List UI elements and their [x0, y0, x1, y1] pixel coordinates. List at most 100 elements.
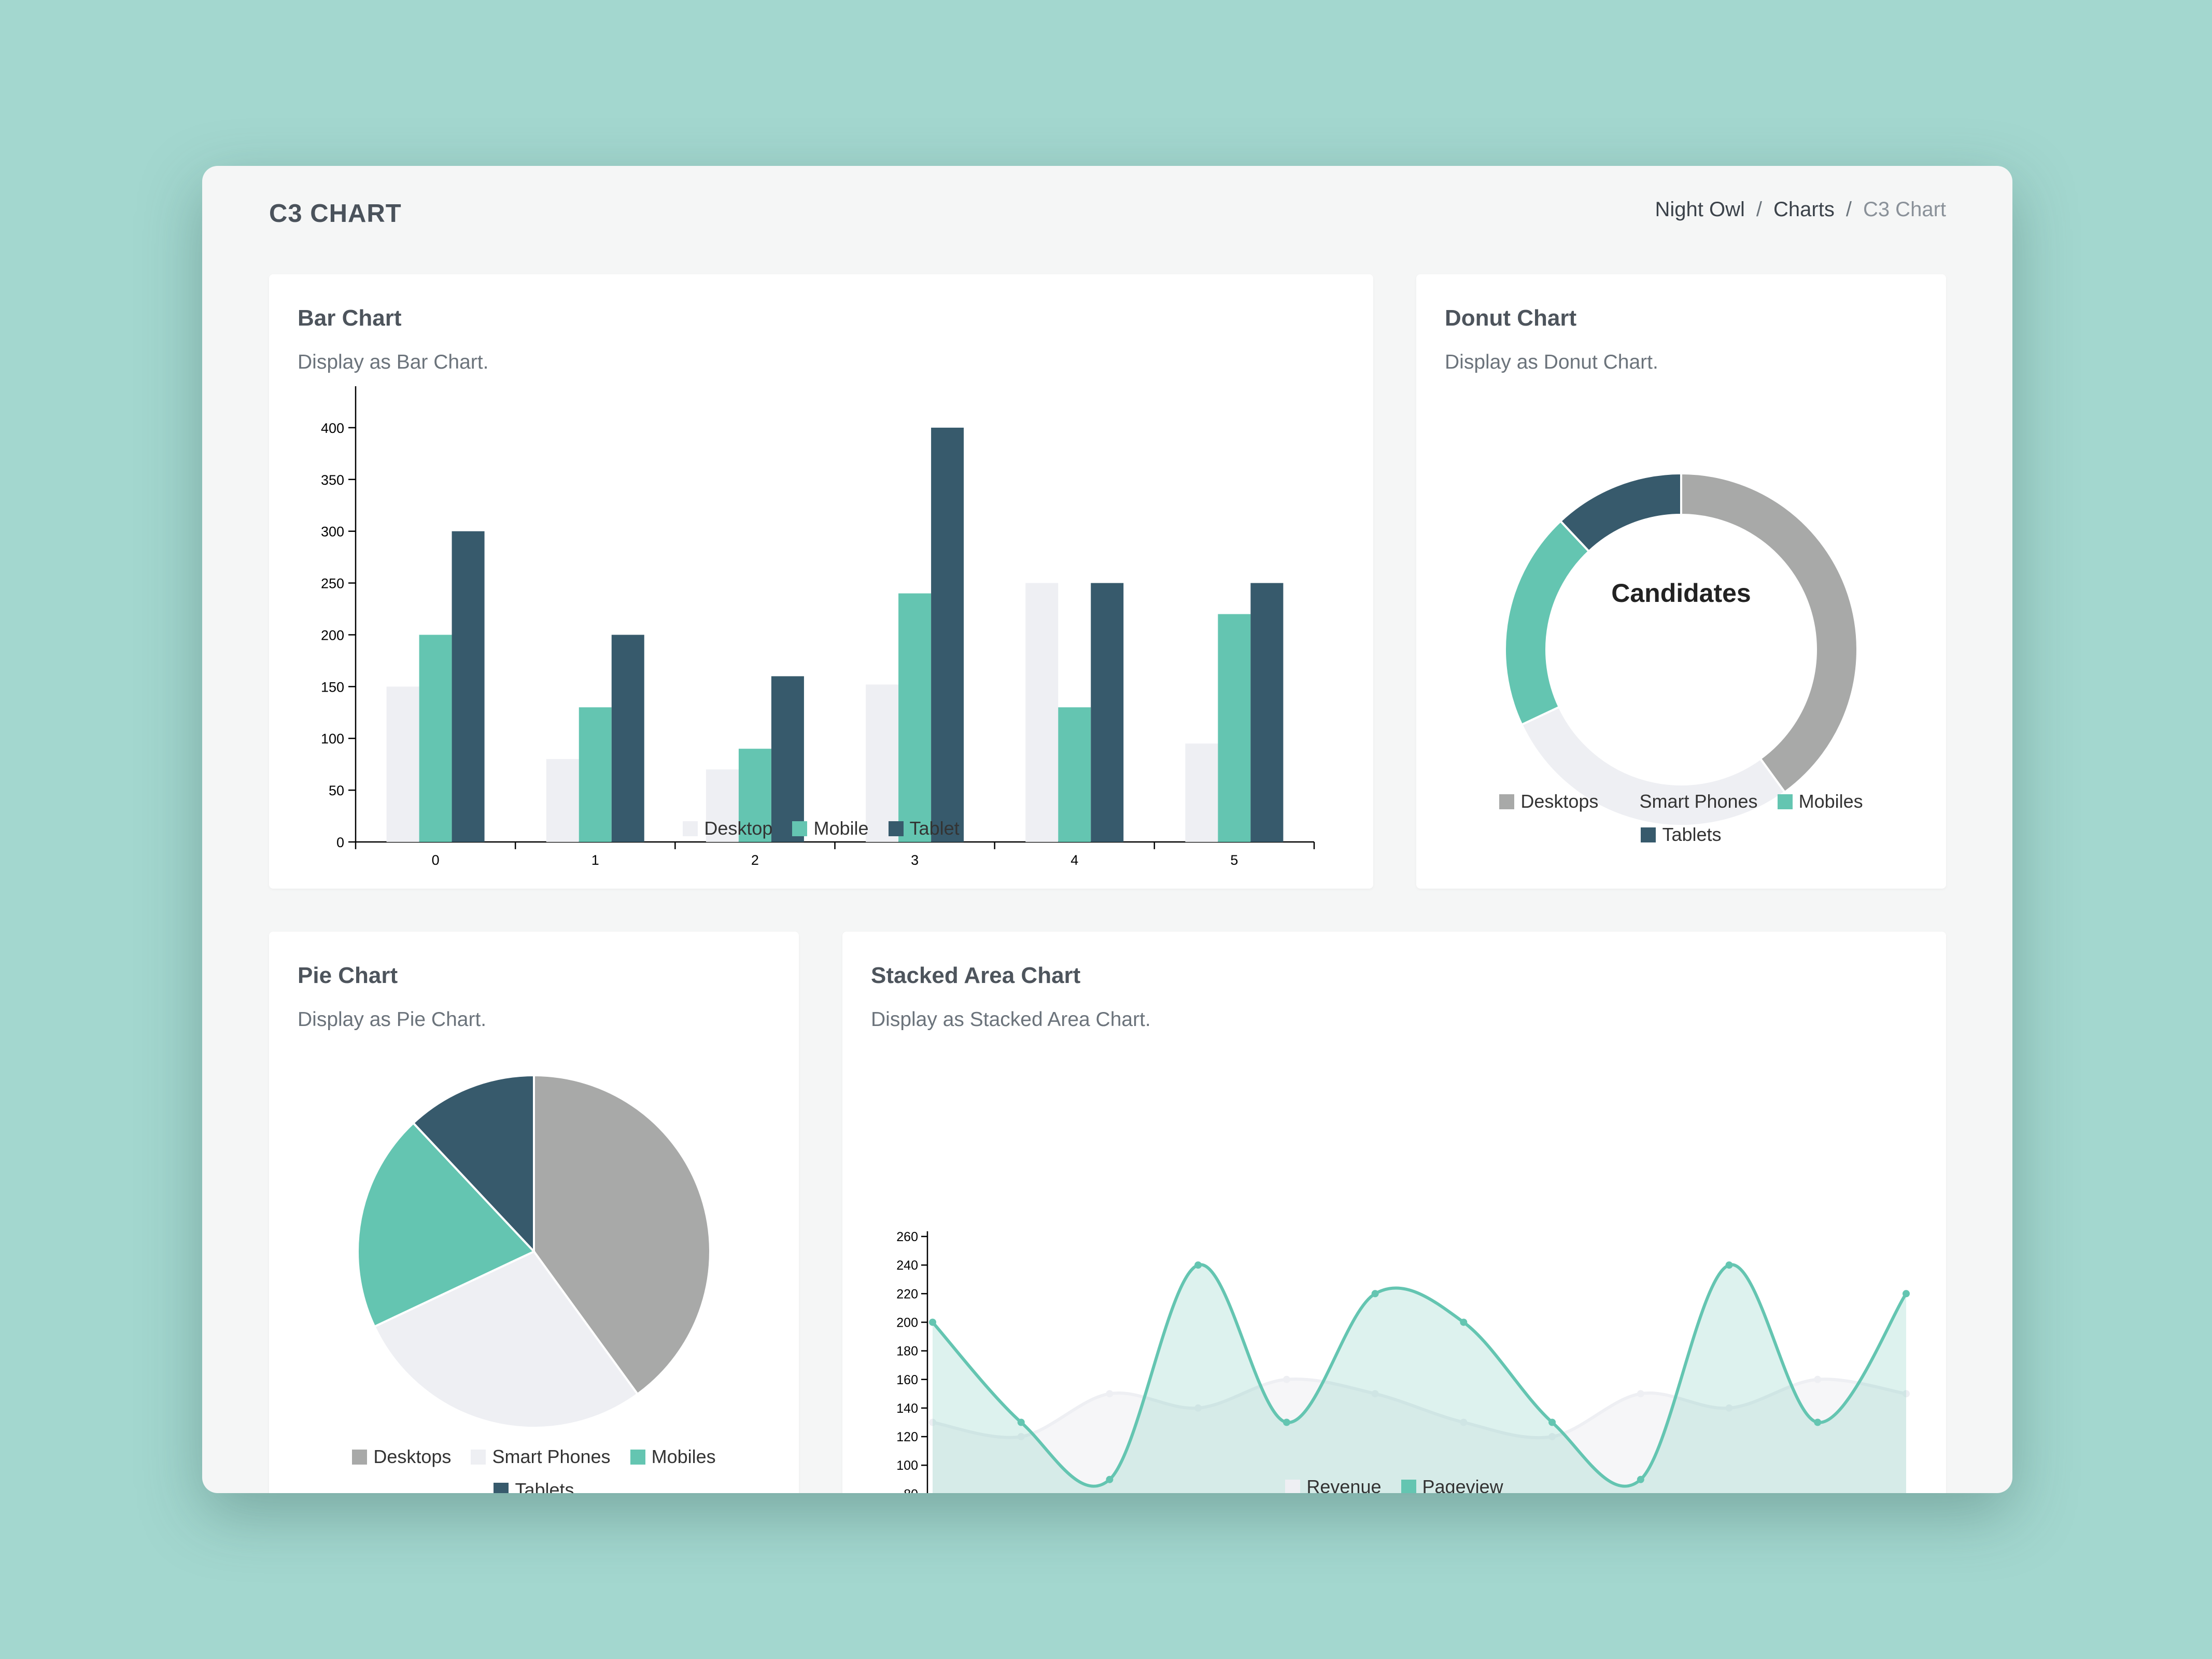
y-tick-label: 80: [904, 1487, 918, 1493]
bar-mobile: [738, 749, 771, 842]
legend-swatch: [1499, 794, 1515, 809]
bar-desktop: [1185, 743, 1218, 842]
breadcrumb-item-home[interactable]: Night Owl: [1655, 198, 1745, 221]
x-tick-label: 0: [432, 852, 440, 868]
data-point-pageview: [1460, 1318, 1468, 1326]
bar-chart: 0 50 100 150 200 250 300 350 400 0 1 2 3 4 5: [321, 386, 1315, 868]
legend-swatch: [630, 1450, 645, 1465]
data-point-pageview: [1814, 1418, 1822, 1426]
legend-item-desktop[interactable]: Desktop: [683, 818, 772, 839]
card-subtitle: Display as Donut Chart.: [1445, 351, 1658, 373]
legend-item-smart-phones[interactable]: Smart Phones: [471, 1440, 611, 1473]
x-tick-label: 1: [591, 852, 599, 868]
legend-swatch: [1285, 1480, 1301, 1493]
area-line-revenue: [932, 1377, 1907, 1440]
page-title: C3 CHART: [269, 200, 402, 228]
legend-item-pageview[interactable]: Pageview: [1401, 1476, 1503, 1493]
legend-swatch: [683, 821, 698, 836]
y-tick-label: 300: [321, 524, 344, 540]
data-point-pageview: [1106, 1475, 1114, 1483]
legend-swatch: [792, 821, 808, 836]
bar-tablet: [611, 635, 644, 842]
data-point-revenue: [1637, 1390, 1644, 1398]
legend-item-mobiles[interactable]: Mobiles: [1777, 785, 1863, 818]
y-tick-label: 120: [896, 1430, 918, 1444]
area-chart-card: Stacked Area Chart Display as Stacked Ar…: [842, 932, 1946, 1493]
x-tick-label: 3: [911, 852, 919, 868]
bar-desktop: [546, 759, 579, 842]
legend-swatch: [494, 1483, 509, 1493]
bar-desktop: [386, 686, 419, 842]
data-point-revenue: [1194, 1404, 1202, 1412]
y-tick-label: 150: [321, 679, 344, 695]
breadcrumb-separator: /: [1756, 198, 1762, 221]
data-point-revenue: [1106, 1390, 1114, 1398]
data-point-revenue: [1371, 1390, 1379, 1398]
bar-mobile: [579, 707, 612, 842]
donut-slice-mobiles: [1504, 519, 1590, 726]
legend-item-mobile[interactable]: Mobile: [792, 818, 869, 839]
data-point-pageview: [1371, 1290, 1379, 1298]
bar-mobile: [419, 635, 452, 842]
legend-item-mobiles[interactable]: Mobiles: [630, 1440, 716, 1473]
bar-desktop: [866, 684, 899, 842]
y-tick-label: 240: [896, 1258, 918, 1273]
breadcrumb: Night Owl / Charts / C3 Chart: [1655, 198, 1946, 221]
y-tick-label: 180: [896, 1344, 918, 1359]
breadcrumb-separator: /: [1845, 198, 1852, 221]
data-point-pageview: [1903, 1290, 1910, 1298]
legend-item-smart-phones[interactable]: Smart Phones: [1618, 785, 1758, 818]
card-subtitle: Display as Stacked Area Chart.: [871, 1008, 1151, 1031]
legend-item-desktops[interactable]: Desktops: [1499, 785, 1598, 818]
x-tick-label: 2: [751, 852, 759, 868]
card-subtitle: Display as Bar Chart.: [298, 351, 489, 373]
data-point-revenue: [1460, 1418, 1468, 1426]
legend-item-desktops[interactable]: Desktops: [352, 1440, 451, 1473]
area-fill-pageview: [933, 1264, 1906, 1493]
y-tick-label: 260: [896, 1230, 918, 1244]
bar-desktop: [706, 769, 739, 842]
donut-chart: Candidates: [1504, 472, 1858, 827]
bar-chart-legend: Desktop Mobile Tablet: [269, 818, 1373, 839]
legend-swatch: [1401, 1480, 1416, 1493]
area-chart: 0204060801001201401601802002202402600246…: [896, 1230, 1910, 1493]
data-point-pageview: [1637, 1475, 1644, 1483]
donut-center-label: Candidates: [1611, 579, 1751, 608]
card-title: Stacked Area Chart: [871, 963, 1081, 988]
data-point-revenue: [1903, 1390, 1910, 1398]
x-tick-label: 4: [1070, 852, 1078, 868]
legend-swatch: [471, 1450, 486, 1465]
legend-swatch: [1641, 827, 1656, 842]
y-tick-label: 140: [896, 1401, 918, 1416]
bar-tablet: [1250, 583, 1284, 842]
area-chart-legend: Revenue Pageview: [842, 1476, 1946, 1493]
legend-item-tablets[interactable]: Tablets: [1641, 818, 1722, 851]
y-tick-label: 350: [321, 472, 344, 488]
legend-swatch: [1618, 794, 1633, 809]
donut-slice-tablets: [1559, 472, 1682, 553]
y-tick-label: 160: [896, 1373, 918, 1387]
bar-tablet: [452, 531, 485, 842]
legend-item-tablet[interactable]: Tablet: [888, 818, 960, 839]
data-point-revenue: [1017, 1433, 1025, 1441]
data-point-pageview: [1194, 1261, 1202, 1269]
pie-slice-tablets: [412, 1074, 535, 1255]
donut-slice-desktops: [1680, 472, 1858, 794]
legend-item-tablets[interactable]: Tablets: [494, 1473, 574, 1493]
y-tick-label: 100: [896, 1458, 918, 1473]
bar-mobile: [898, 593, 932, 842]
y-tick-label: 250: [321, 576, 344, 592]
breadcrumb-item-charts[interactable]: Charts: [1773, 198, 1835, 221]
y-tick-label: 100: [321, 731, 344, 747]
bar-chart-card: Bar Chart Display as Bar Chart. 0 50 100 15…: [269, 274, 1373, 889]
y-tick-label: 200: [321, 627, 344, 643]
data-point-pageview: [1725, 1261, 1733, 1269]
legend-swatch: [888, 821, 904, 836]
bar-mobile: [1218, 614, 1251, 842]
y-tick-label: 0: [336, 835, 344, 850]
card-title: Donut Chart: [1445, 305, 1577, 331]
legend-item-revenue[interactable]: Revenue: [1285, 1476, 1382, 1493]
pie-slice-desktops: [533, 1074, 711, 1396]
data-point-revenue: [1548, 1433, 1556, 1441]
pie-slice-mobiles: [357, 1121, 536, 1328]
